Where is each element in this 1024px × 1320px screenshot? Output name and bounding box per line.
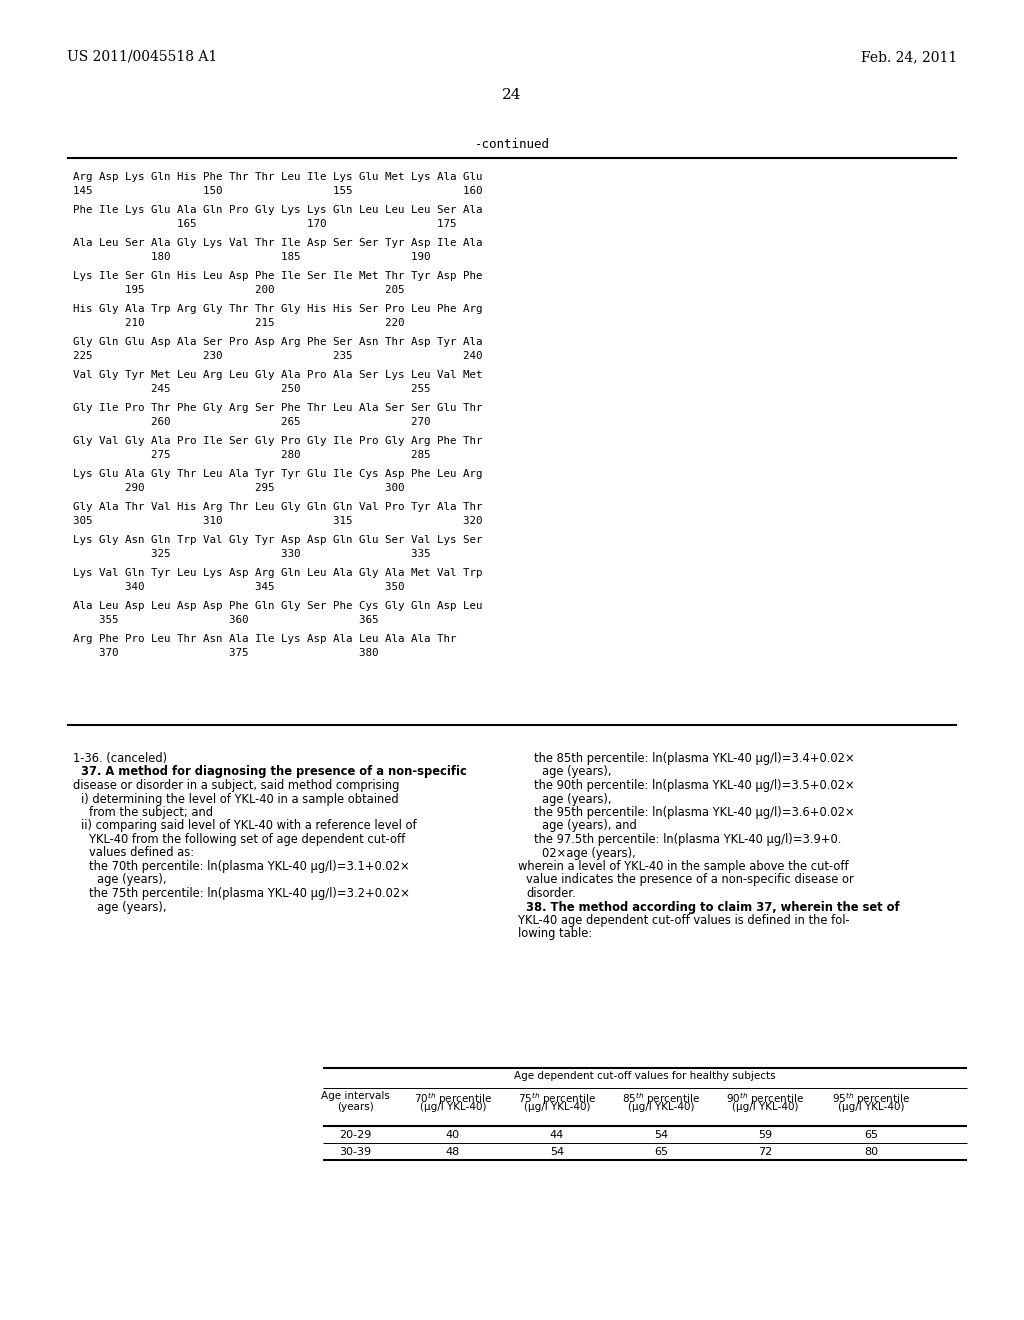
Text: 24: 24 bbox=[502, 88, 522, 102]
Text: (μg/l YKL-40): (μg/l YKL-40) bbox=[838, 1102, 904, 1111]
Text: 325                 330                 335: 325 330 335 bbox=[73, 549, 430, 558]
Text: (μg/l YKL-40): (μg/l YKL-40) bbox=[523, 1102, 590, 1111]
Text: (μg/l YKL-40): (μg/l YKL-40) bbox=[628, 1102, 694, 1111]
Text: 355                 360                 365: 355 360 365 bbox=[73, 615, 379, 624]
Text: 65: 65 bbox=[864, 1130, 878, 1140]
Text: YKL-40 age dependent cut-off values is defined in the fol-: YKL-40 age dependent cut-off values is d… bbox=[518, 913, 850, 927]
Text: 145                 150                 155                 160: 145 150 155 160 bbox=[73, 186, 482, 195]
Text: i) determining the level of YKL-40 in a sample obtained: i) determining the level of YKL-40 in a … bbox=[81, 792, 398, 805]
Text: 40: 40 bbox=[445, 1130, 460, 1140]
Text: ii) comparing said level of YKL-40 with a reference level of: ii) comparing said level of YKL-40 with … bbox=[81, 820, 417, 833]
Text: wherein a level of YKL-40 in the sample above the cut-off: wherein a level of YKL-40 in the sample … bbox=[518, 861, 849, 873]
Text: 70$^{th}$ percentile: 70$^{th}$ percentile bbox=[414, 1092, 492, 1106]
Text: Arg Asp Lys Gln His Phe Thr Thr Leu Ile Lys Glu Met Lys Ala Glu: Arg Asp Lys Gln His Phe Thr Thr Leu Ile … bbox=[73, 172, 482, 182]
Text: Feb. 24, 2011: Feb. 24, 2011 bbox=[861, 50, 957, 63]
Text: YKL-40 from the following set of age dependent cut-off: YKL-40 from the following set of age dep… bbox=[89, 833, 406, 846]
Text: Lys Val Gln Tyr Leu Lys Asp Arg Gln Leu Ala Gly Ala Met Val Trp: Lys Val Gln Tyr Leu Lys Asp Arg Gln Leu … bbox=[73, 568, 482, 578]
Text: the 97.5th percentile: ln(plasma YKL-40 μg/l)=3.9+0.: the 97.5th percentile: ln(plasma YKL-40 … bbox=[534, 833, 842, 846]
Text: Gly Gln Glu Asp Ala Ser Pro Asp Arg Phe Ser Asn Thr Asp Tyr Ala: Gly Gln Glu Asp Ala Ser Pro Asp Arg Phe … bbox=[73, 337, 482, 347]
Text: 90$^{th}$ percentile: 90$^{th}$ percentile bbox=[726, 1092, 804, 1106]
Text: Gly Val Gly Ala Pro Ile Ser Gly Pro Gly Ile Pro Gly Arg Phe Thr: Gly Val Gly Ala Pro Ile Ser Gly Pro Gly … bbox=[73, 436, 482, 446]
Text: Gly Ala Thr Val His Arg Thr Leu Gly Gln Gln Val Pro Tyr Ala Thr: Gly Ala Thr Val His Arg Thr Leu Gly Gln … bbox=[73, 502, 482, 512]
Text: the 90th percentile: ln(plasma YKL-40 μg/l)=3.5+0.02×: the 90th percentile: ln(plasma YKL-40 μg… bbox=[534, 779, 855, 792]
Text: Lys Ile Ser Gln His Leu Asp Phe Ile Ser Ile Met Thr Tyr Asp Phe: Lys Ile Ser Gln His Leu Asp Phe Ile Ser … bbox=[73, 271, 482, 281]
Text: (years): (years) bbox=[337, 1102, 374, 1111]
Text: 02×age (years),: 02×age (years), bbox=[542, 846, 636, 859]
Text: Lys Gly Asn Gln Trp Val Gly Tyr Asp Asp Gln Glu Ser Val Lys Ser: Lys Gly Asn Gln Trp Val Gly Tyr Asp Asp … bbox=[73, 535, 482, 545]
Text: the 95th percentile: ln(plasma YKL-40 μg/l)=3.6+0.02×: the 95th percentile: ln(plasma YKL-40 μg… bbox=[534, 807, 855, 818]
Text: 85$^{th}$ percentile: 85$^{th}$ percentile bbox=[622, 1092, 700, 1106]
Text: Arg Phe Pro Leu Thr Asn Ala Ile Lys Asp Ala Leu Ala Ala Thr: Arg Phe Pro Leu Thr Asn Ala Ile Lys Asp … bbox=[73, 634, 457, 644]
Text: disease or disorder in a subject, said method comprising: disease or disorder in a subject, said m… bbox=[73, 779, 399, 792]
Text: age (years),: age (years), bbox=[542, 792, 611, 805]
Text: 195                 200                 205: 195 200 205 bbox=[73, 285, 404, 294]
Text: the 85th percentile: ln(plasma YKL-40 μg/l)=3.4+0.02×: the 85th percentile: ln(plasma YKL-40 μg… bbox=[534, 752, 855, 766]
Text: the 70th percentile: ln(plasma YKL-40 μg/l)=3.1+0.02×: the 70th percentile: ln(plasma YKL-40 μg… bbox=[89, 861, 410, 873]
Text: age (years),: age (years), bbox=[97, 900, 167, 913]
Text: age (years),: age (years), bbox=[542, 766, 611, 779]
Text: lowing table:: lowing table: bbox=[518, 928, 592, 940]
Text: Lys Glu Ala Gly Thr Leu Ala Tyr Tyr Glu Ile Cys Asp Phe Leu Arg: Lys Glu Ala Gly Thr Leu Ala Tyr Tyr Glu … bbox=[73, 469, 482, 479]
Text: 95$^{th}$ percentile: 95$^{th}$ percentile bbox=[833, 1092, 910, 1106]
Text: 340                 345                 350: 340 345 350 bbox=[73, 582, 404, 591]
Text: 20-29: 20-29 bbox=[339, 1130, 371, 1140]
Text: from the subject; and: from the subject; and bbox=[89, 807, 213, 818]
Text: 44: 44 bbox=[550, 1130, 564, 1140]
Text: 75$^{th}$ percentile: 75$^{th}$ percentile bbox=[518, 1092, 596, 1106]
Text: values defined as:: values defined as: bbox=[89, 846, 195, 859]
Text: Phe Ile Lys Glu Ala Gln Pro Gly Lys Lys Gln Leu Leu Leu Ser Ala: Phe Ile Lys Glu Ala Gln Pro Gly Lys Lys … bbox=[73, 205, 482, 215]
Text: 180                 185                 190: 180 185 190 bbox=[73, 252, 430, 261]
Text: US 2011/0045518 A1: US 2011/0045518 A1 bbox=[67, 50, 217, 63]
Text: -continued: -continued bbox=[474, 139, 550, 150]
Text: 245                 250                 255: 245 250 255 bbox=[73, 384, 430, 393]
Text: 65: 65 bbox=[654, 1147, 668, 1158]
Text: Gly Ile Pro Thr Phe Gly Arg Ser Phe Thr Leu Ala Ser Ser Glu Thr: Gly Ile Pro Thr Phe Gly Arg Ser Phe Thr … bbox=[73, 403, 482, 413]
Text: 370                 375                 380: 370 375 380 bbox=[73, 648, 379, 657]
Text: Ala Leu Ser Ala Gly Lys Val Thr Ile Asp Ser Ser Tyr Asp Ile Ala: Ala Leu Ser Ala Gly Lys Val Thr Ile Asp … bbox=[73, 238, 482, 248]
Text: 225                 230                 235                 240: 225 230 235 240 bbox=[73, 351, 482, 360]
Text: age (years),: age (years), bbox=[97, 874, 167, 887]
Text: (μg/l YKL-40): (μg/l YKL-40) bbox=[732, 1102, 799, 1111]
Text: 165                 170                 175: 165 170 175 bbox=[73, 219, 457, 228]
Text: Age dependent cut-off values for healthy subjects: Age dependent cut-off values for healthy… bbox=[514, 1071, 776, 1081]
Text: 48: 48 bbox=[445, 1147, 460, 1158]
Text: 305                 310                 315                 320: 305 310 315 320 bbox=[73, 516, 482, 525]
Text: His Gly Ala Trp Arg Gly Thr Thr Gly His His Ser Pro Leu Phe Arg: His Gly Ala Trp Arg Gly Thr Thr Gly His … bbox=[73, 304, 482, 314]
Text: 210                 215                 220: 210 215 220 bbox=[73, 318, 404, 327]
Text: 290                 295                 300: 290 295 300 bbox=[73, 483, 404, 492]
Text: 37. A method for diagnosing the presence of a non-specific: 37. A method for diagnosing the presence… bbox=[81, 766, 467, 779]
Text: 59: 59 bbox=[758, 1130, 772, 1140]
Text: 80: 80 bbox=[864, 1147, 878, 1158]
Text: 72: 72 bbox=[758, 1147, 772, 1158]
Text: Ala Leu Asp Leu Asp Asp Phe Gln Gly Ser Phe Cys Gly Gln Asp Leu: Ala Leu Asp Leu Asp Asp Phe Gln Gly Ser … bbox=[73, 601, 482, 611]
Text: 54: 54 bbox=[550, 1147, 564, 1158]
Text: the 75th percentile: ln(plasma YKL-40 μg/l)=3.2+0.02×: the 75th percentile: ln(plasma YKL-40 μg… bbox=[89, 887, 410, 900]
Text: disorder.: disorder. bbox=[526, 887, 575, 900]
Text: value indicates the presence of a non-specific disease or: value indicates the presence of a non-sp… bbox=[526, 874, 854, 887]
Text: 30-39: 30-39 bbox=[339, 1147, 371, 1158]
Text: 275                 280                 285: 275 280 285 bbox=[73, 450, 430, 459]
Text: Val Gly Tyr Met Leu Arg Leu Gly Ala Pro Ala Ser Lys Leu Val Met: Val Gly Tyr Met Leu Arg Leu Gly Ala Pro … bbox=[73, 370, 482, 380]
Text: 1-36. (canceled): 1-36. (canceled) bbox=[73, 752, 167, 766]
Text: age (years), and: age (years), and bbox=[542, 820, 637, 833]
Text: 38. The method according to claim 37, wherein the set of: 38. The method according to claim 37, wh… bbox=[526, 900, 900, 913]
Text: (μg/l YKL-40): (μg/l YKL-40) bbox=[420, 1102, 486, 1111]
Text: 260                 265                 270: 260 265 270 bbox=[73, 417, 430, 426]
Text: Age intervals: Age intervals bbox=[321, 1092, 389, 1101]
Text: 54: 54 bbox=[654, 1130, 668, 1140]
